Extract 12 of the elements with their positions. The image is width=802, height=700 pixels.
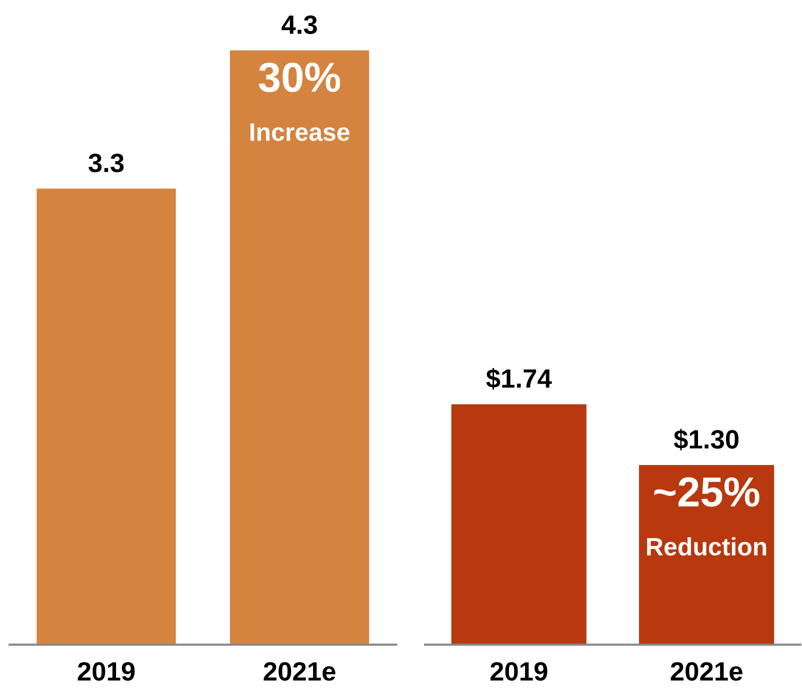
x-tick-label: 2019	[490, 662, 548, 681]
data-label: $1.74	[486, 368, 552, 390]
annotation: 30%	[258, 62, 340, 92]
annotation: ~25%	[654, 477, 760, 507]
x-tick-label: 2019	[78, 662, 135, 681]
data-label: $1.30	[674, 428, 738, 450]
annotation: Increase	[250, 124, 350, 141]
x-tick-label: 2021e	[670, 662, 742, 681]
data-label: 3.3	[88, 154, 124, 172]
annotation: Reduction	[647, 537, 766, 556]
x-tick-label: 2021e	[264, 662, 336, 681]
data-label: 4.3	[282, 15, 317, 34]
